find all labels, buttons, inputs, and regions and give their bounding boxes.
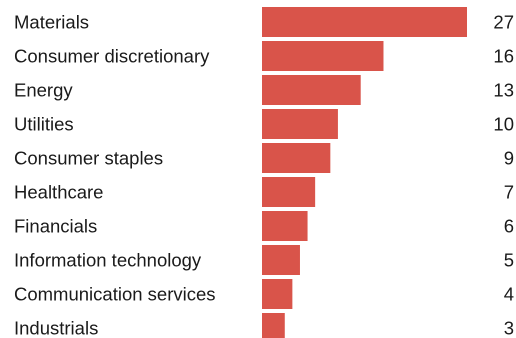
- category-label: Information technology: [14, 250, 202, 271]
- category-label: Utilities: [14, 114, 74, 135]
- category-label: Healthcare: [14, 182, 103, 203]
- value-label: 7: [504, 182, 514, 203]
- value-label: 27: [493, 12, 514, 33]
- bar: [262, 75, 361, 105]
- category-label: Materials: [14, 12, 89, 33]
- bar: [262, 143, 331, 173]
- category-label: Industrials: [14, 318, 98, 338]
- bar: [262, 109, 338, 139]
- value-label: 4: [504, 284, 514, 305]
- value-label: 3: [504, 318, 514, 338]
- bar: [262, 7, 467, 37]
- value-label: 16: [493, 46, 514, 67]
- category-label: Financials: [14, 216, 97, 237]
- value-labels: 27 16 13 10 9 7 6 5 4 3: [493, 12, 514, 338]
- value-label: 9: [504, 148, 514, 169]
- category-label: Communication services: [14, 284, 216, 305]
- bar: [262, 245, 300, 275]
- bar: [262, 211, 308, 241]
- value-label: 13: [493, 80, 514, 101]
- bars: [262, 7, 467, 338]
- bar: [262, 279, 293, 309]
- bar: [262, 313, 285, 338]
- value-label: 5: [504, 250, 514, 271]
- value-label: 6: [504, 216, 514, 237]
- category-label: Consumer discretionary: [14, 46, 210, 67]
- category-label: Energy: [14, 80, 73, 101]
- bar: [262, 41, 384, 71]
- category-labels: Materials Consumer discretionary Energy Uti…: [14, 12, 216, 338]
- bar: [262, 177, 316, 207]
- value-label: 10: [493, 114, 514, 135]
- category-label: Consumer staples: [14, 148, 163, 169]
